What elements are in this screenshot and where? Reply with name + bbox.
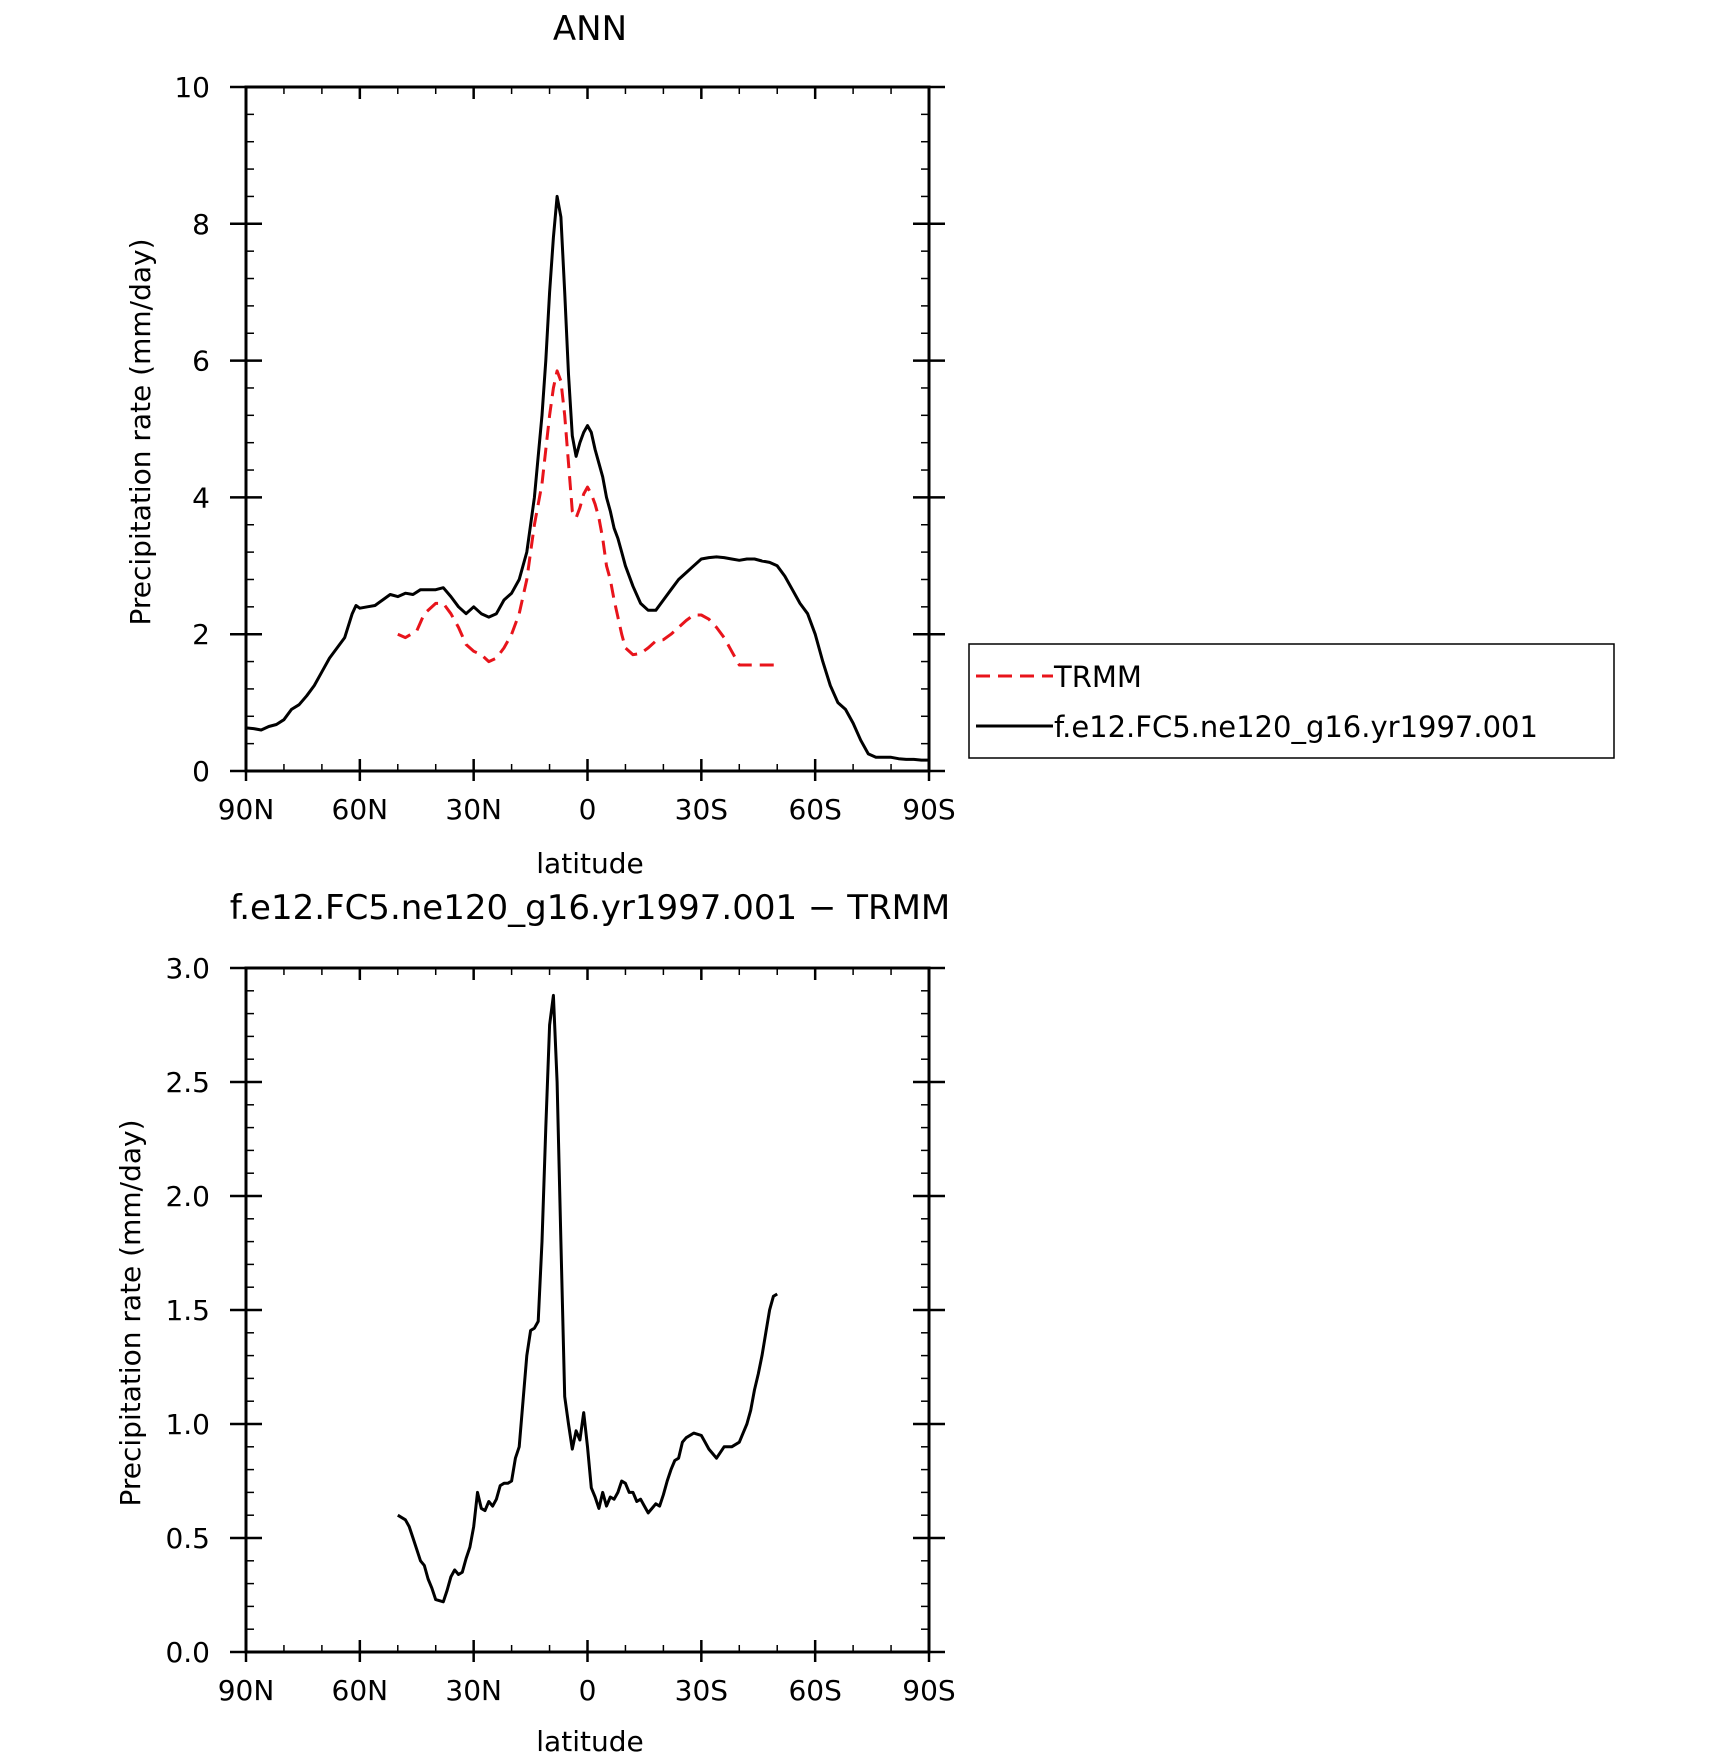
series-line-difference: [397, 993, 778, 1604]
y-tick-label: 0: [192, 755, 210, 788]
x-tick-label: 60N: [332, 793, 389, 826]
x-axis-title: latitude: [536, 1725, 643, 1756]
y-tick-label: 10: [174, 71, 210, 104]
legend-label-trmm: TRMM: [1053, 660, 1142, 694]
x-tick-label: 60N: [332, 1674, 389, 1707]
plot-frame: [244, 85, 931, 773]
chart-title: f.e12.FC5.ne120_g16.yr1997.001 − TRMM: [230, 888, 951, 928]
y-tick-label: 3.0: [165, 952, 210, 985]
bottom-chart-difference: f.e12.FC5.ne120_g16.yr1997.001 − TRMM la…: [114, 888, 956, 1756]
legend-box: [968, 643, 1615, 759]
y-tick-label: 6: [192, 345, 210, 378]
y-tick-label: 0.5: [165, 1522, 210, 1555]
tick-labels: 90N 60N 30N 0 30S 60S 90S 0.0 0.5 1.0 1.5 2.0 2.5 3.0: [165, 952, 955, 1707]
y-tick-label: 8: [192, 208, 210, 241]
x-axis-title: latitude: [536, 847, 643, 880]
y-tick-label: 0.0: [165, 1636, 210, 1669]
tick-labels: 90N 60N 30N 0 30S 60S 90S 0 2 4 6 8 10: [174, 71, 955, 826]
y-tick-label: 2.0: [165, 1180, 210, 1213]
series-lines: [245, 194, 929, 762]
chart-title: ANN: [553, 9, 627, 49]
x-tick-label: 30N: [445, 793, 502, 826]
x-tick-label: 90N: [218, 1674, 275, 1707]
y-tick-label: 4: [192, 481, 210, 514]
y-axis-title: Precipitation rate (mm/day): [124, 238, 157, 625]
x-tick-label: 0: [579, 1674, 597, 1707]
legend-label-model: f.e12.FC5.ne120_g16.yr1997.001: [1054, 710, 1538, 744]
x-tick-label: 90N: [218, 793, 275, 826]
x-tick-label: 60S: [788, 1674, 841, 1707]
x-tick-label: 90S: [902, 793, 955, 826]
x-tick-label: 60S: [788, 793, 841, 826]
tick-marks: [230, 966, 945, 1662]
series-line-f-e12-fc5-ne120-g16-yr1997-001: [245, 194, 929, 762]
x-tick-label: 30N: [445, 1674, 502, 1707]
series-lines: [397, 993, 778, 1604]
y-tick-label: 2: [192, 618, 210, 651]
y-tick-label: 2.5: [165, 1066, 210, 1099]
plot-frame: [244, 966, 931, 1654]
y-tick-label: 1.0: [165, 1408, 210, 1441]
x-tick-label: 0: [579, 793, 597, 826]
legend: TRMM f.e12.FC5.ne120_g16.yr1997.001: [968, 643, 1615, 759]
y-axis-title: Precipitation rate (mm/day): [114, 1119, 147, 1506]
x-tick-label: 90S: [902, 1674, 955, 1707]
y-tick-label: 1.5: [165, 1294, 210, 1327]
top-chart-annual-precipitation: ANN latitude Precipitation rate (mm/day)…: [124, 9, 1615, 880]
series-line-trmm: [397, 369, 778, 667]
x-tick-label: 30S: [675, 1674, 728, 1707]
x-tick-label: 30S: [675, 793, 728, 826]
tick-marks: [230, 85, 945, 781]
